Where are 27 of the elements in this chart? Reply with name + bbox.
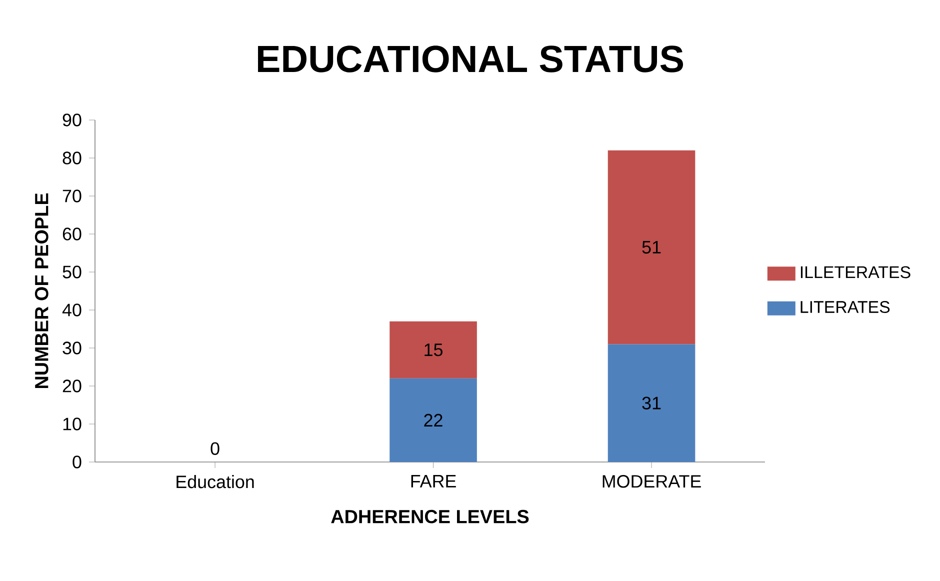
x-tick-label: MODERATE <box>602 475 701 488</box>
y-tick-label: 30 <box>62 342 82 354</box>
y-tick-label: 0 <box>72 456 82 468</box>
y-tick-label: 70 <box>62 190 82 202</box>
x-tick-label: Education <box>176 475 254 488</box>
bar <box>608 150 696 344</box>
bar <box>608 344 696 462</box>
data-label: 15 <box>424 344 442 356</box>
y-tick-label: 90 <box>62 114 82 126</box>
data-label: 31 <box>642 396 661 410</box>
y-axis-title: NUMBER OF PEOPLE <box>34 193 48 388</box>
y-tick-label: 20 <box>62 380 82 392</box>
bar <box>390 321 477 378</box>
y-tick-label: 50 <box>62 266 82 278</box>
y-tick-label: 40 <box>62 304 82 316</box>
x-axis-title: ADHERENCE LEVELS <box>331 510 529 524</box>
y-tick-label: 80 <box>62 152 82 164</box>
data-label: 22 <box>424 414 442 426</box>
data-label: 0 <box>210 442 220 455</box>
bar <box>390 378 477 462</box>
legend-label: LITERATES <box>800 301 890 313</box>
legend-label: ILLETERATES <box>800 266 910 278</box>
data-label: 51 <box>642 241 661 254</box>
y-tick-label: 60 <box>62 228 82 240</box>
y-tick-label: 10 <box>63 418 82 430</box>
x-tick-label: FARE <box>411 475 456 488</box>
chart-title: EDUCATIONAL STATUS <box>258 46 684 72</box>
